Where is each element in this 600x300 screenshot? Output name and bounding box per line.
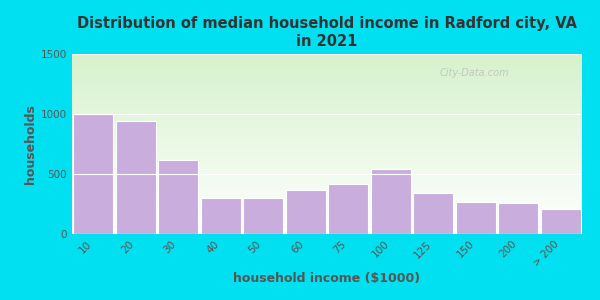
Bar <box>116 121 156 234</box>
Bar <box>73 114 113 234</box>
Text: City-Data.com: City-Data.com <box>439 68 509 78</box>
Bar <box>243 198 283 234</box>
Bar <box>200 198 241 234</box>
Bar <box>455 202 496 234</box>
X-axis label: household income ($1000): household income ($1000) <box>233 272 421 286</box>
Title: Distribution of median household income in Radford city, VA
in 2021: Distribution of median household income … <box>77 16 577 49</box>
Bar <box>328 184 368 234</box>
Bar <box>413 193 454 234</box>
Bar <box>498 203 538 234</box>
Bar <box>371 169 411 234</box>
Bar <box>158 160 199 234</box>
Bar <box>541 209 581 234</box>
Bar <box>286 190 326 234</box>
Y-axis label: households: households <box>24 104 37 184</box>
